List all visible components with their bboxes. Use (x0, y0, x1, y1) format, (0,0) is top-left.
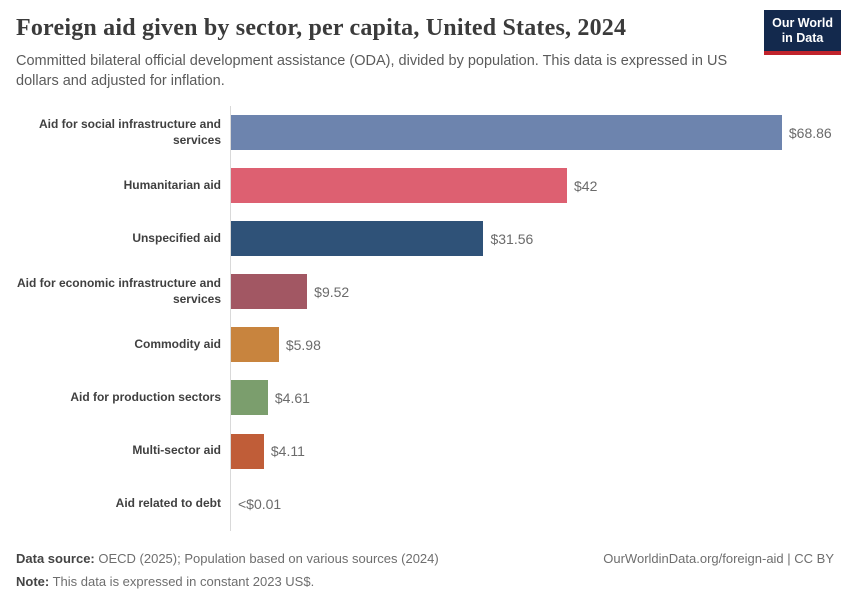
bar-row-economic-infrastructure: Aid for economic infrastructure and serv… (16, 265, 834, 319)
plot-area: <$0.01 (230, 477, 834, 531)
note-label: Note: (16, 573, 50, 589)
footer: Data source: OECD (2025); Population bas… (16, 551, 834, 597)
category-label: Aid related to debt (115, 496, 221, 511)
owid-logo[interactable]: Our World in Data (764, 10, 841, 55)
note-line: Note: This data is expressed in constant… (16, 574, 439, 589)
chart-title: Foreign aid given by sector, per capita,… (16, 15, 627, 41)
data-source-line: Data source: OECD (2025); Population bas… (16, 551, 439, 566)
value-label: $68.86 (788, 124, 832, 141)
bar-row-production-sectors: Aid for production sectors $4.61 (16, 371, 834, 425)
bar-row-multi-sector: Multi-sector aid $4.11 (16, 424, 834, 478)
bar-chart: Aid for social infrastructure and servic… (16, 105, 834, 531)
header: Foreign aid given by sector, per capita,… (16, 10, 841, 92)
value-label: $9.52 (314, 283, 350, 300)
category-label: Unspecified aid (132, 230, 221, 245)
bar-row-debt: Aid related to debt <$0.01 (16, 477, 834, 531)
chart-subtitle: Committed bilateral official development… (16, 52, 728, 90)
value-label: $5.98 (285, 336, 321, 353)
category-label: Aid for social infrastructure and servic… (38, 116, 221, 147)
category-label: Multi-sector aid (132, 443, 221, 458)
value-label: $4.11 (270, 443, 305, 460)
bar[interactable] (231, 380, 268, 416)
value-label: $4.61 (274, 389, 310, 406)
plot-area: $5.98 (230, 318, 834, 372)
plot-area: $4.61 (230, 371, 834, 425)
value-label: <$0.01 (238, 496, 282, 513)
bar[interactable] (231, 274, 308, 310)
category-label: Aid for economic infrastructure and serv… (16, 275, 221, 306)
category-label: Humanitarian aid (123, 177, 221, 192)
category-label: Commodity aid (134, 336, 221, 351)
plot-area: $42 (230, 159, 834, 213)
footer-left: Data source: OECD (2025); Population bas… (16, 551, 439, 597)
data-source-text: OECD (2025); Population based on various… (94, 550, 439, 566)
bar-row-commodity: Commodity aid $5.98 (16, 318, 834, 372)
category-label: Aid for production sectors (70, 390, 221, 405)
value-label: $42 (574, 177, 598, 194)
owid-logo-line2: in Data (781, 30, 824, 45)
data-source-label: Data source: (16, 550, 95, 566)
bar[interactable] (231, 433, 264, 469)
plot-area: $9.52 (230, 265, 834, 319)
owid-logo-line1: Our World (772, 16, 833, 30)
plot-area: $31.56 (230, 212, 834, 266)
plot-area: $4.11 (230, 424, 834, 478)
plot-area: $68.86 (230, 105, 834, 160)
note-text: This data is expressed in constant 2023 … (49, 573, 315, 589)
bar[interactable] (231, 168, 567, 204)
bar-row-social-infrastructure: Aid for social infrastructure and servic… (16, 105, 834, 160)
value-label: $31.56 (490, 230, 534, 247)
owid-link[interactable]: OurWorldinData.org/foreign-aid | CC BY (603, 550, 834, 566)
bar[interactable] (231, 221, 484, 257)
bar[interactable] (231, 327, 279, 363)
bar[interactable] (231, 115, 782, 150)
bar-row-humanitarian: Humanitarian aid $42 (16, 159, 834, 213)
bar-row-unspecified: Unspecified aid $31.56 (16, 212, 834, 266)
